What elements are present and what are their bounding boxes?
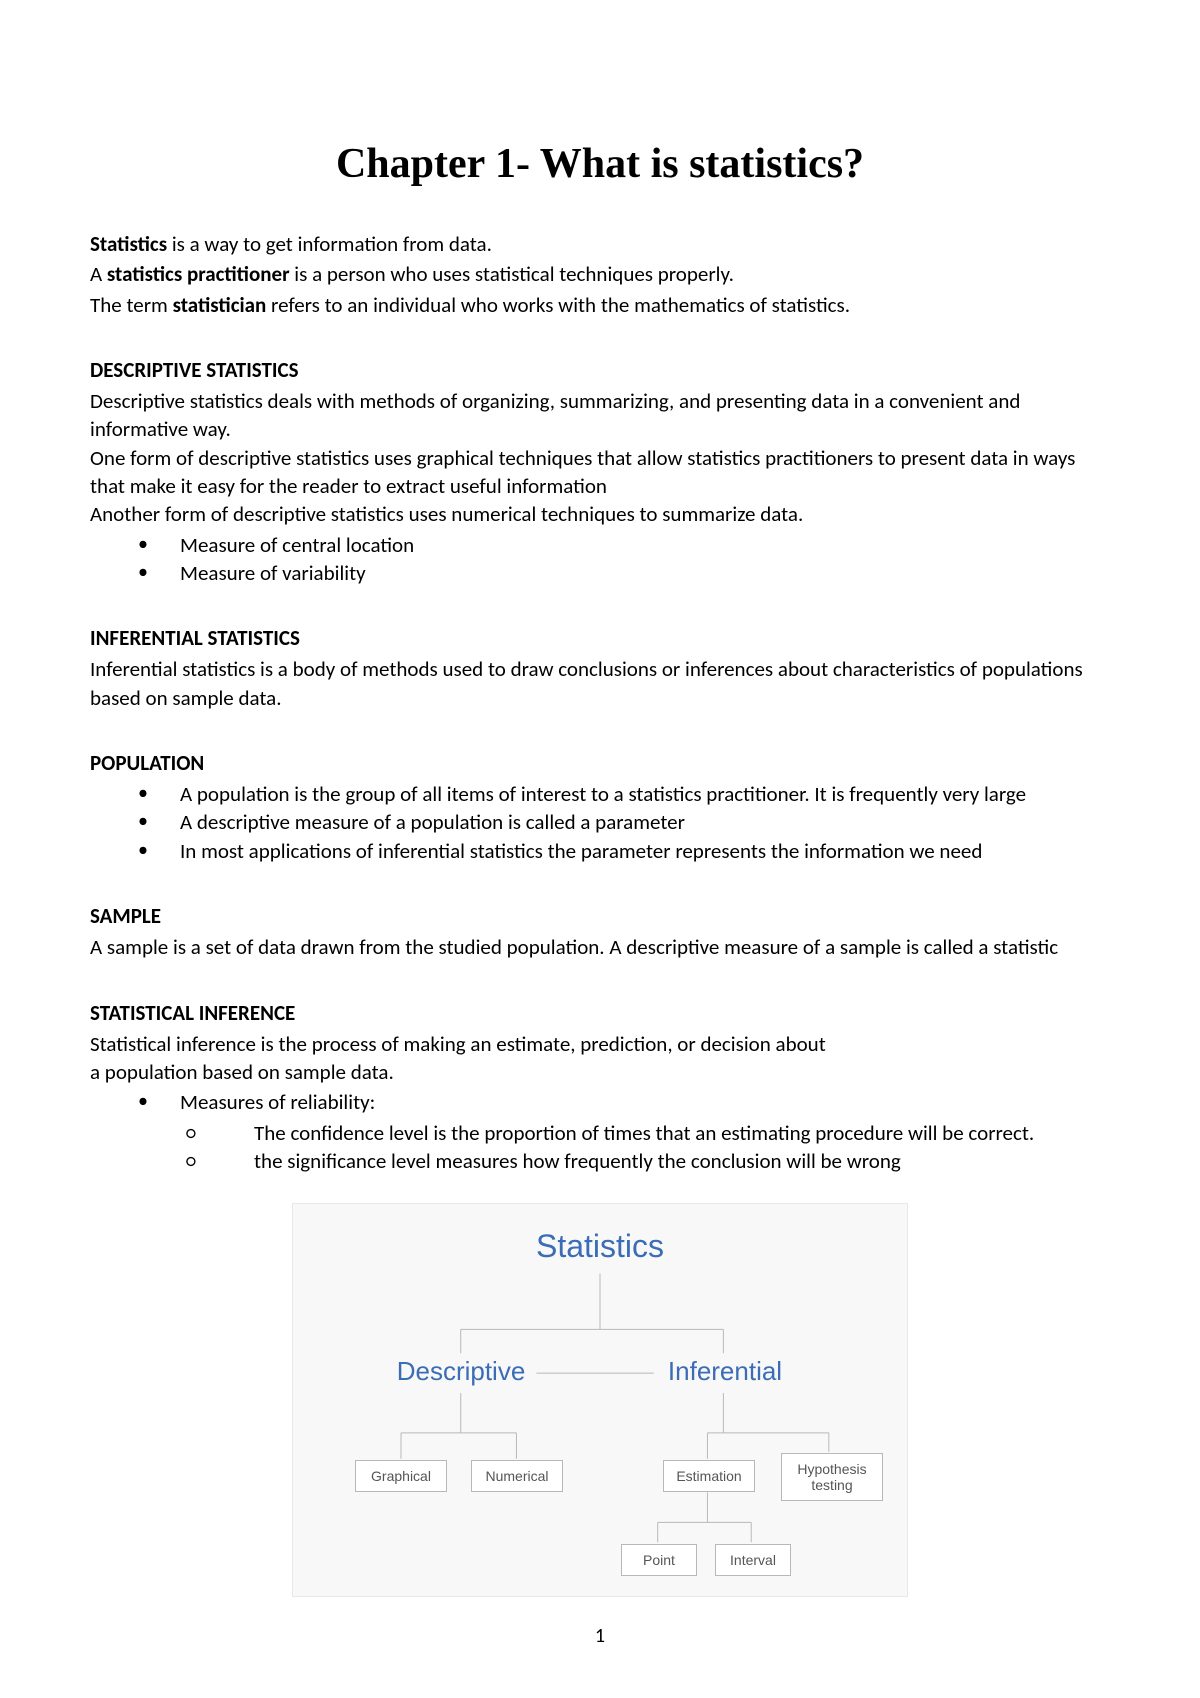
node-hypothesis: Hypothesis testing [781, 1453, 883, 1501]
list-item: the significance level measures how freq… [186, 1147, 1110, 1175]
statistics-tree-diagram: Statistics Descriptive Inferential Graph… [292, 1203, 908, 1597]
node-statistics: Statistics [293, 1228, 907, 1265]
page-title: Chapter 1- What is statistics? [90, 140, 1110, 188]
heading-population: POPULATION [90, 750, 1110, 776]
population-bullets: A population is the group of all items o… [138, 780, 1110, 865]
descriptive-p2: One form of descriptive statistics uses … [90, 444, 1110, 501]
statinf-p1: Statistical inference is the process of … [90, 1030, 1110, 1058]
intro-line-2: A statistics practitioner is a person wh… [90, 260, 1110, 288]
list-item: Measure of central location [138, 531, 1110, 559]
descriptive-body: Descriptive statistics deals with method… [90, 387, 1110, 529]
statinf-bullets: Measures of reliability: [138, 1088, 1110, 1116]
list-item: A population is the group of all items o… [138, 780, 1110, 808]
list-item: Measure of variability [138, 559, 1110, 587]
node-estimation: Estimation [663, 1460, 755, 1492]
sample-body: A sample is a set of data drawn from the… [90, 933, 1110, 961]
node-graphical: Graphical [355, 1460, 447, 1492]
heading-inferential: INFERENTIAL STATISTICS [90, 625, 1110, 651]
inferential-body: Inferential statistics is a body of meth… [90, 655, 1110, 712]
term-statistician: statistician [173, 292, 267, 318]
node-inferential: Inferential [633, 1356, 817, 1387]
list-item: In most applications of inferential stat… [138, 837, 1110, 865]
heading-statinference: STATISTICAL INFERENCE [90, 1000, 1110, 1026]
intro-block: Statistics is a way to get information f… [90, 230, 1110, 319]
statinf-subbullets: The confidence level is the proportion o… [186, 1119, 1110, 1176]
term-statistics: Statistics [90, 231, 167, 257]
descriptive-bullets: Measure of central location Measure of v… [138, 531, 1110, 588]
page-number: 1 [0, 1624, 1200, 1648]
node-descriptive: Descriptive [353, 1356, 569, 1387]
sample-p1: A sample is a set of data drawn from the… [90, 933, 1110, 961]
node-numerical: Numerical [471, 1460, 563, 1492]
intro-line-3: The term statistician refers to an indiv… [90, 291, 1110, 319]
statinf-p2: a population based on sample data. [90, 1058, 1110, 1086]
inferential-p1: Inferential statistics is a body of meth… [90, 655, 1110, 712]
intro-line-1: Statistics is a way to get information f… [90, 230, 1110, 258]
heading-sample: SAMPLE [90, 903, 1110, 929]
node-interval: Interval [715, 1544, 791, 1576]
list-item: Measures of reliability: [138, 1088, 1110, 1116]
intro-line-1-rest: is a way to get information from data. [167, 231, 492, 257]
statinference-body: Statistical inference is the process of … [90, 1030, 1110, 1087]
node-point: Point [621, 1544, 697, 1576]
heading-descriptive: DESCRIPTIVE STATISTICS [90, 357, 1110, 383]
term-practitioner: statistics practitioner [107, 261, 290, 287]
descriptive-p1: Descriptive statistics deals with method… [90, 387, 1110, 444]
list-item: The confidence level is the proportion o… [186, 1119, 1110, 1147]
list-item: A descriptive measure of a population is… [138, 808, 1110, 836]
descriptive-p3: Another form of descriptive statistics u… [90, 500, 1110, 528]
